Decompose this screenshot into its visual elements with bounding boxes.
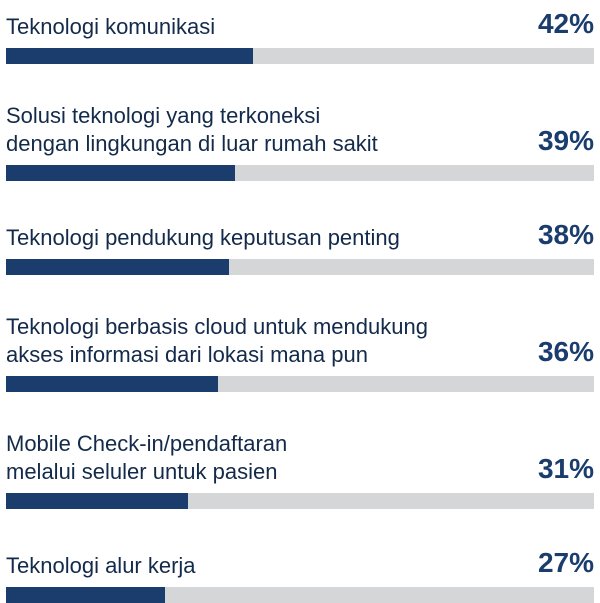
chart-item: Teknologi komunikasi 42% [6, 8, 594, 64]
chart-pct: 31% [538, 453, 594, 485]
chart-label: Mobile Check-in/pendaftaranmelalui selul… [6, 430, 522, 485]
chart-label: Teknologi pendukung keputusan penting [6, 224, 522, 252]
chart-bar-track [6, 587, 594, 603]
chart-bar-track [6, 493, 594, 509]
chart-pct: 27% [538, 547, 594, 579]
bar-chart: Teknologi komunikasi 42% Solusi teknologi … [6, 8, 594, 603]
chart-row: Teknologi alur kerja 27% [6, 547, 594, 579]
chart-row: Mobile Check-in/pendaftaranmelalui selul… [6, 430, 594, 485]
chart-row: Teknologi komunikasi 42% [6, 8, 594, 40]
chart-label: Solusi teknologi yang terkoneksidengan l… [6, 102, 522, 157]
chart-pct: 42% [538, 8, 594, 40]
chart-label: Teknologi berbasis cloud untuk mendukung… [6, 313, 522, 368]
chart-bar-track [6, 376, 594, 392]
chart-bar-fill [6, 587, 165, 603]
chart-pct: 36% [538, 336, 594, 368]
chart-item: Teknologi berbasis cloud untuk mendukung… [6, 313, 594, 392]
chart-bar-fill [6, 48, 253, 64]
chart-item: Solusi teknologi yang terkoneksidengan l… [6, 102, 594, 181]
chart-bar-fill [6, 376, 218, 392]
chart-row: Teknologi berbasis cloud untuk mendukung… [6, 313, 594, 368]
chart-pct: 38% [538, 219, 594, 251]
chart-item: Teknologi pendukung keputusan penting 38% [6, 219, 594, 275]
chart-bar-track [6, 259, 594, 275]
chart-bar-fill [6, 165, 235, 181]
chart-bar-fill [6, 259, 229, 275]
chart-label: Teknologi alur kerja [6, 552, 522, 580]
chart-row: Solusi teknologi yang terkoneksidengan l… [6, 102, 594, 157]
chart-row: Teknologi pendukung keputusan penting 38% [6, 219, 594, 251]
chart-label: Teknologi komunikasi [6, 13, 522, 41]
chart-item: Mobile Check-in/pendaftaranmelalui selul… [6, 430, 594, 509]
chart-bar-track [6, 165, 594, 181]
chart-pct: 39% [538, 125, 594, 157]
chart-bar-track [6, 48, 594, 64]
chart-bar-fill [6, 493, 188, 509]
